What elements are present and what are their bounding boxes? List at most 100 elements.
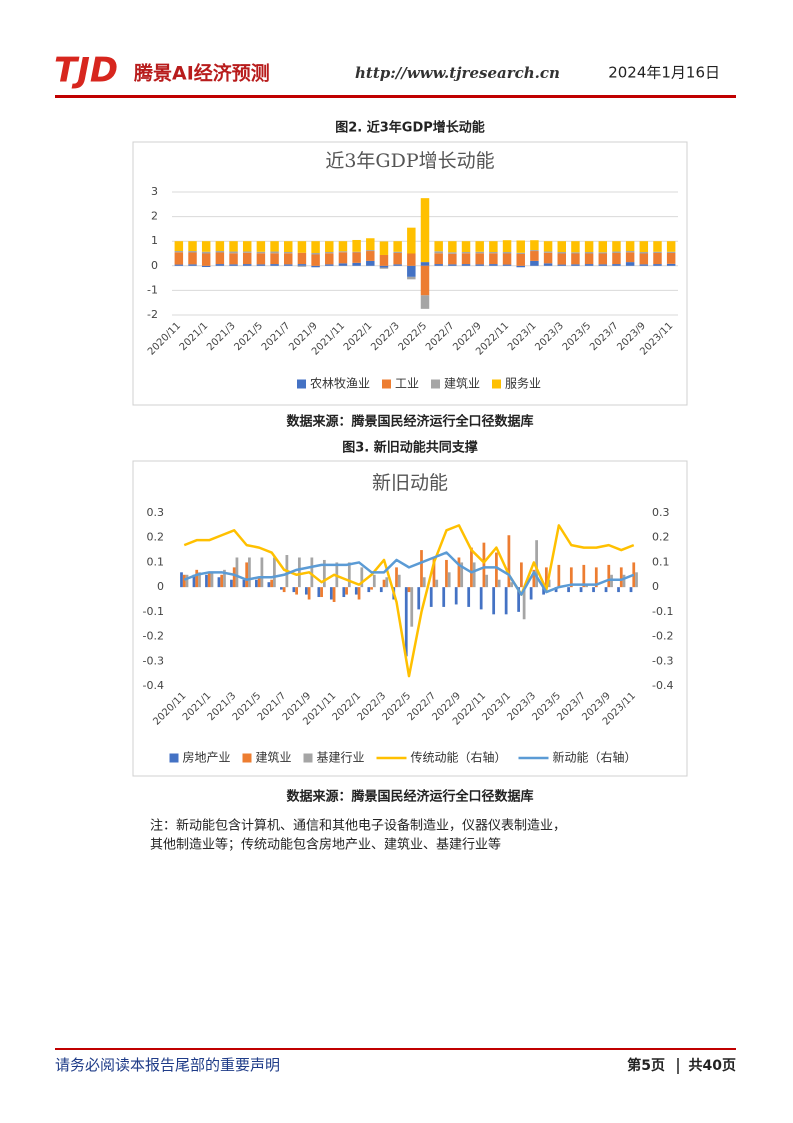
y-tick-label: 0.3 [147,506,165,519]
x-tick-label: 2020/11 [146,320,183,357]
note: 注：新动能包含计算机、通信和其他电子设备制造业，仪器仪表制造业， [150,818,566,834]
bar [584,253,594,265]
legend-label: 基建行业 [317,751,365,765]
legend-swatch [169,753,179,763]
header-rule [55,95,736,98]
bar [329,587,333,600]
legend-swatch [382,379,391,389]
bar [495,552,498,588]
bar [530,260,539,266]
bar [625,251,635,253]
figure-caption: 图3. 新旧动能共同支撑 [342,440,478,456]
bar [567,587,570,593]
legend-label: 服务业 [505,376,541,391]
bar [270,579,274,588]
bar [625,252,635,263]
bar [612,241,621,252]
bar [256,253,266,265]
bar [229,253,238,265]
bar [489,241,498,253]
bar [325,253,334,265]
bar [420,198,430,263]
bar [557,253,566,265]
bar [338,241,348,252]
x-tick-label: 2022/7 [424,320,457,353]
y2-tick-label: 0 [652,580,659,593]
bar [517,587,521,612]
bar [639,264,649,266]
bar [489,252,498,254]
bar [653,241,662,252]
legend-swatch [431,379,440,389]
y-tick-label: -0.2 [143,630,164,643]
disclaimer: 请务必阅读本报告尾部的重要声明 [55,1056,280,1074]
bar [516,253,525,266]
x-tick-label: 2022/5 [397,320,430,353]
bar [174,241,184,252]
bar [612,251,621,254]
bar [579,587,583,593]
bar [347,562,351,588]
bar [571,253,580,265]
bar [625,241,635,252]
x-tick-label: 2020/11 [151,690,188,727]
legend-label: 房地产业 [183,750,231,765]
bar [248,557,251,588]
x-tick-label: 2021/3 [205,320,238,353]
logo: TJD [54,51,118,91]
bar [448,264,457,266]
bar [547,579,551,588]
bar [366,251,375,261]
bar [407,253,416,266]
bar [270,241,279,252]
bar [530,251,539,261]
figure-source: 数据来源：腾景国民经济运行全口径数据库 [286,789,533,805]
bar [311,265,320,268]
y-tick-label: 2 [151,210,158,223]
bar [393,241,402,252]
bar [420,295,430,309]
bar [475,253,484,265]
bar [342,587,346,598]
bar [235,557,239,588]
bar [422,577,426,588]
bar [242,251,252,253]
y-tick-label: 0.1 [147,555,165,568]
bar [280,587,283,590]
bar [407,587,411,593]
y2-tick-label: 0.1 [652,555,670,568]
y2-tick-label: -0.3 [652,654,673,667]
bar [201,253,211,266]
legend-label: 工业 [395,377,419,391]
bar [370,587,373,590]
bar [223,569,226,588]
bar [188,252,197,265]
figure-caption: 图2. 近3年GDP增长动能 [335,120,485,136]
bar [598,253,608,265]
bar [256,264,266,266]
legend-swatch [297,379,306,389]
x-tick-label: 2021/1 [178,320,211,353]
bar [542,587,545,595]
bar [584,241,594,253]
bar [174,252,184,265]
y-tick-label: 0 [151,259,158,272]
bar [653,251,662,254]
bar [520,562,523,588]
bar [592,587,595,593]
bar [557,564,561,588]
bar [245,562,249,588]
bar [242,252,252,265]
bar [571,241,580,253]
chart-title: 新旧动能 [372,472,448,494]
bar [304,587,308,595]
bar [215,251,225,253]
bar [201,241,211,252]
bar [182,574,186,588]
bar [557,241,566,253]
bar [242,579,246,588]
bar [317,587,321,598]
bar [666,263,676,266]
bar [357,587,361,600]
bar [461,264,471,266]
